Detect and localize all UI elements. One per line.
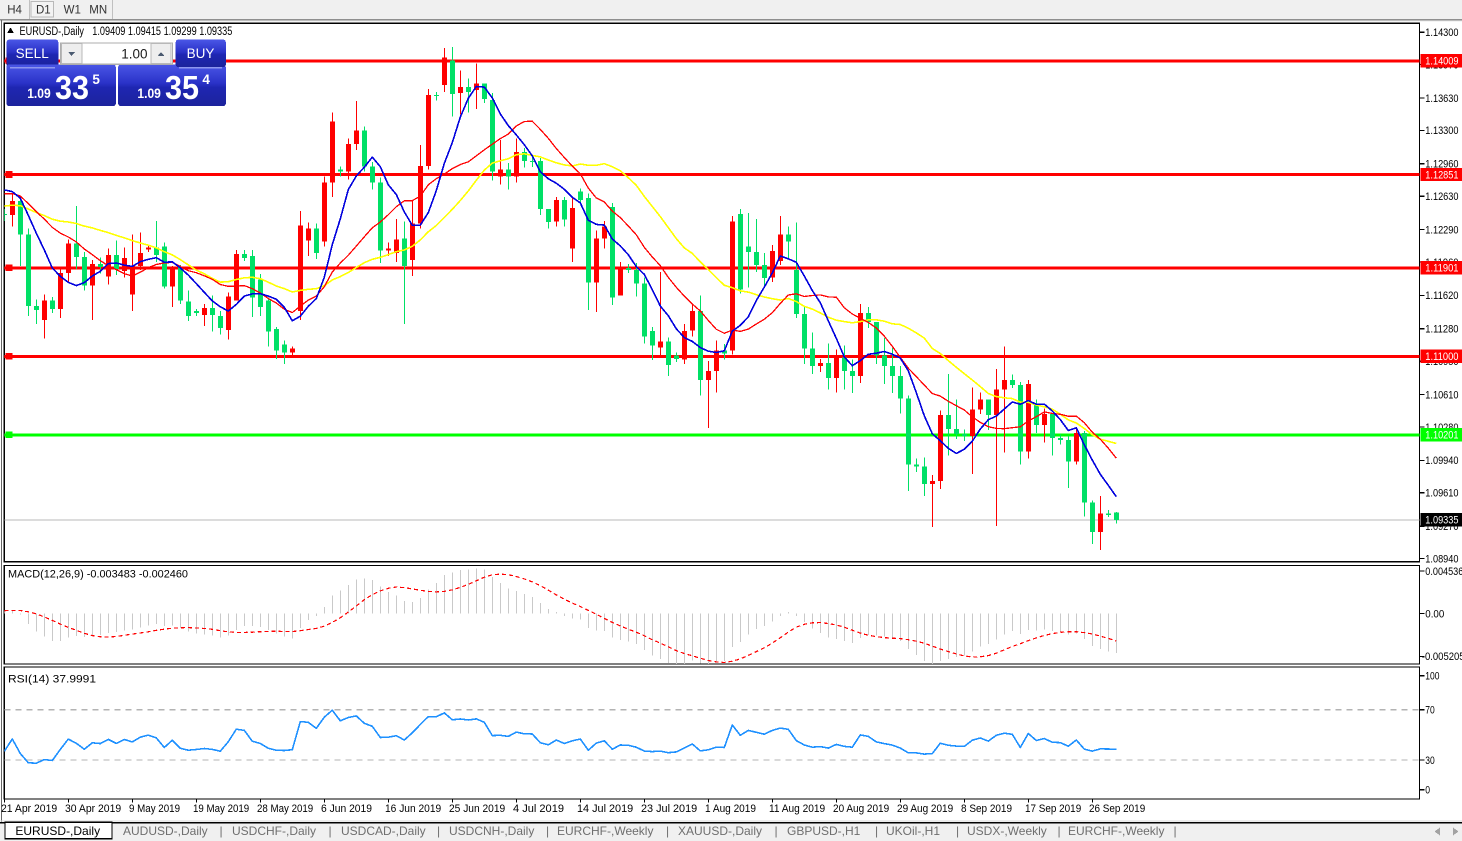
svg-text:W1: W1 — [64, 5, 81, 17]
svg-text:1.00: 1.00 — [121, 46, 147, 61]
svg-text:0: 0 — [1425, 785, 1430, 797]
svg-text:XAUUSD-,Daily: XAUUSD-,Daily — [678, 824, 762, 838]
svg-text:|: | — [329, 824, 332, 838]
svg-text:1.09: 1.09 — [137, 86, 161, 101]
svg-text:EURUSD-,Daily: EURUSD-,Daily — [15, 824, 100, 838]
svg-text:1.12290: 1.12290 — [1425, 224, 1458, 236]
svg-text:EURCHF-,Weekly: EURCHF-,Weekly — [557, 824, 653, 838]
svg-text:1.08940: 1.08940 — [1425, 553, 1458, 565]
svg-text:1.11000: 1.11000 — [1425, 351, 1458, 363]
svg-text:1.09335: 1.09335 — [1425, 515, 1458, 527]
svg-text:1.12851: 1.12851 — [1425, 169, 1458, 181]
svg-text:AUDUSD-,Daily: AUDUSD-,Daily — [123, 824, 208, 838]
svg-text:EURCHF-,Weekly: EURCHF-,Weekly — [1068, 824, 1164, 838]
svg-text:USDCHF-,Daily: USDCHF-,Daily — [232, 824, 316, 838]
svg-text:28 May 2019: 28 May 2019 — [257, 803, 313, 815]
svg-text:30: 30 — [1425, 755, 1435, 767]
svg-text:33: 33 — [55, 69, 89, 106]
svg-text:16 Jun 2019: 16 Jun 2019 — [385, 803, 441, 815]
svg-text:MN: MN — [89, 5, 107, 17]
svg-text:|: | — [666, 824, 669, 838]
svg-text:4 Jul 2019: 4 Jul 2019 — [513, 803, 564, 815]
svg-text:|: | — [1174, 824, 1177, 838]
svg-text:35: 35 — [165, 69, 199, 106]
svg-text:BUY: BUY — [187, 46, 215, 61]
svg-text:GBPUSD-,H1: GBPUSD-,H1 — [787, 824, 861, 838]
svg-text:30 Apr 2019: 30 Apr 2019 — [65, 803, 121, 815]
svg-text:0.00: 0.00 — [1425, 608, 1444, 620]
svg-text:1 Aug 2019: 1 Aug 2019 — [705, 803, 756, 815]
svg-text:UKOil-,H1: UKOil-,H1 — [886, 824, 940, 838]
svg-text:-0.005205: -0.005205 — [1422, 651, 1462, 663]
svg-text:0.004536: 0.004536 — [1425, 566, 1462, 578]
svg-text:1.09610: 1.09610 — [1425, 488, 1458, 500]
svg-text:|: | — [956, 824, 959, 838]
svg-text:25 Jun 2019: 25 Jun 2019 — [449, 803, 505, 815]
svg-text:11 Aug 2019: 11 Aug 2019 — [769, 803, 825, 815]
svg-text:1.10610: 1.10610 — [1425, 389, 1458, 401]
svg-text:1.14009: 1.14009 — [1425, 56, 1458, 68]
svg-text:1.09: 1.09 — [27, 86, 51, 101]
svg-text:USDCAD-,Daily: USDCAD-,Daily — [341, 824, 426, 838]
svg-text:9 May 2019: 9 May 2019 — [129, 803, 180, 815]
svg-text:|: | — [437, 824, 440, 838]
svg-text:1.10201: 1.10201 — [1425, 430, 1458, 442]
svg-text:4: 4 — [202, 72, 210, 87]
svg-text:|: | — [775, 824, 778, 838]
svg-text:1.13300: 1.13300 — [1425, 125, 1458, 137]
svg-text:EURUSD-,Daily: EURUSD-,Daily — [20, 26, 85, 38]
svg-text:RSI(14) 37.9991: RSI(14) 37.9991 — [8, 674, 96, 686]
svg-text:|: | — [1058, 824, 1061, 838]
svg-text:1.11901: 1.11901 — [1425, 263, 1458, 275]
svg-text:1.12630: 1.12630 — [1425, 191, 1458, 203]
svg-text:1.11620: 1.11620 — [1425, 290, 1458, 302]
svg-text:29 Aug 2019: 29 Aug 2019 — [897, 803, 953, 815]
svg-text:1.12960: 1.12960 — [1425, 159, 1458, 171]
svg-text:20 Aug 2019: 20 Aug 2019 — [833, 803, 889, 815]
svg-text:1.14300: 1.14300 — [1425, 27, 1458, 39]
svg-text:6 Jun 2019: 6 Jun 2019 — [321, 803, 372, 815]
svg-text:1.11280: 1.11280 — [1425, 324, 1458, 336]
svg-text:|: | — [875, 824, 878, 838]
svg-text:USDX-,Weekly: USDX-,Weekly — [967, 824, 1047, 838]
svg-text:SELL: SELL — [16, 46, 50, 61]
svg-text:D1: D1 — [36, 5, 51, 17]
svg-text:MACD(12,26,9) -0.003483 -0.002: MACD(12,26,9) -0.003483 -0.002460 — [8, 569, 188, 581]
svg-text:1.09409 1.09415 1.09299 1.0933: 1.09409 1.09415 1.09299 1.09335 — [92, 26, 232, 38]
svg-text:21 Apr 2019: 21 Apr 2019 — [1, 803, 57, 815]
svg-text:|: | — [220, 824, 223, 838]
svg-text:H4: H4 — [7, 5, 22, 17]
svg-text:8 Sep 2019: 8 Sep 2019 — [961, 803, 1012, 815]
svg-text:1.09940: 1.09940 — [1425, 455, 1458, 467]
svg-text:100: 100 — [1425, 671, 1439, 683]
svg-text:23 Jul 2019: 23 Jul 2019 — [641, 803, 697, 815]
svg-text:14 Jul 2019: 14 Jul 2019 — [577, 803, 633, 815]
svg-text:5: 5 — [92, 72, 100, 87]
svg-text:26 Sep 2019: 26 Sep 2019 — [1089, 803, 1145, 815]
svg-text:17 Sep 2019: 17 Sep 2019 — [1025, 803, 1081, 815]
svg-text:19 May 2019: 19 May 2019 — [193, 803, 249, 815]
svg-text:|: | — [546, 824, 549, 838]
svg-text:USDCNH-,Daily: USDCNH-,Daily — [449, 824, 534, 838]
svg-text:70: 70 — [1425, 705, 1435, 717]
svg-text:1.13630: 1.13630 — [1425, 93, 1458, 105]
